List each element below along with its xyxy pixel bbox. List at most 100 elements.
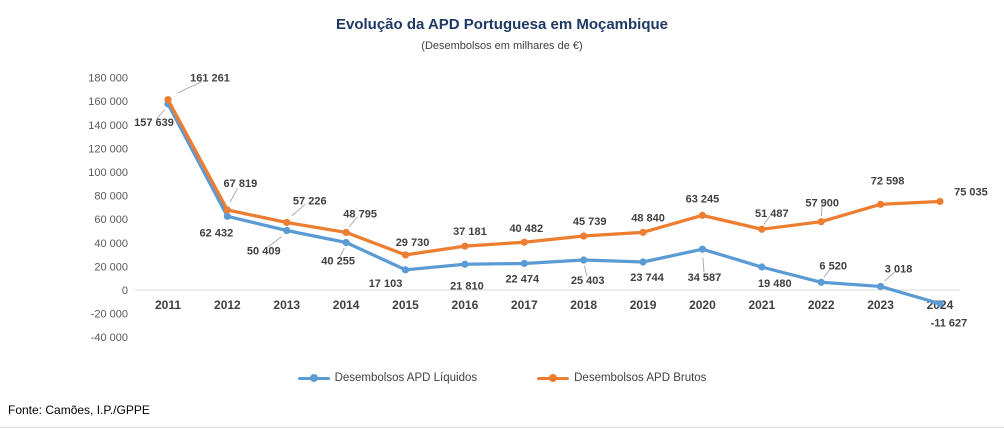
data-label: 63 245 (686, 193, 720, 205)
y-axis-tick-label: 140 000 (88, 120, 128, 132)
data-label: 75 035 (954, 186, 988, 198)
data-label: 40 255 (321, 255, 355, 267)
data-label-leader-line (177, 81, 202, 94)
data-point-marker (817, 278, 825, 286)
data-label: 25 403 (571, 275, 605, 287)
data-point-marker (936, 197, 944, 206)
data-point-marker (876, 200, 885, 208)
y-axis-tick-label: 20 000 (94, 261, 128, 273)
data-label: -11 627 (931, 318, 968, 330)
data-point-marker (936, 300, 944, 308)
x-axis-label: 2013 (273, 298, 300, 312)
data-label: 21 810 (450, 280, 484, 292)
data-label-leader-line (156, 109, 166, 120)
y-axis-tick-label: 40 000 (94, 238, 128, 250)
data-label: 34 587 (688, 272, 722, 284)
data-label: 57 900 (805, 198, 839, 210)
data-label: 40 482 (509, 223, 543, 235)
x-axis-label: 2023 (867, 298, 894, 312)
x-axis-label: 2020 (689, 298, 716, 312)
x-axis-label: 2016 (452, 298, 479, 312)
data-label-leader-line (820, 206, 823, 217)
data-label: 19 480 (758, 278, 792, 290)
data-point-marker (758, 225, 766, 233)
data-label: 62 432 (200, 227, 234, 239)
data-point-marker (758, 263, 766, 271)
series-line-0 (166, 102, 942, 306)
data-label: 48 795 (343, 208, 377, 220)
data-point-marker (817, 218, 825, 226)
legend-item-0: Desembolsos APD Líquidos (297, 372, 478, 384)
data-point-marker (342, 228, 350, 237)
data-label: 6 520 (819, 260, 847, 272)
legend-dot (309, 374, 318, 382)
x-axis-label: 2017 (511, 298, 538, 312)
data-label-leader-line (884, 271, 896, 282)
data-label: 48 840 (631, 212, 665, 224)
y-axis-tick-label: -20 000 (91, 309, 128, 321)
y-axis-tick-label: 160 000 (88, 96, 128, 108)
x-axis-label: 2018 (570, 298, 597, 312)
data-point-marker (342, 238, 350, 247)
data-label-leader-line (584, 265, 588, 277)
data-label-leader-line (348, 216, 358, 228)
y-axis-tick-label: 60 000 (94, 214, 128, 226)
x-axis-label: 2012 (214, 298, 241, 312)
data-label: 157 639 (134, 117, 174, 129)
data-label: 50 409 (247, 246, 281, 258)
y-axis-tick-label: 0 (122, 285, 128, 297)
data-label: 57 226 (293, 195, 327, 207)
y-axis-tick-label: 180 000 (88, 73, 128, 85)
data-point-marker (520, 259, 528, 268)
chart-legend: Desembolsos APD Líquidos Desembolsos APD … (0, 367, 1004, 389)
data-label: 161 261 (190, 73, 230, 85)
data-point-marker (461, 260, 469, 268)
x-axis-label: 2022 (808, 298, 835, 312)
data-point-marker (164, 96, 172, 104)
data-label-leader-line (268, 236, 282, 248)
data-label-leader-line (339, 247, 345, 258)
series-line-1 (166, 98, 942, 257)
data-point-marker (876, 282, 885, 291)
x-axis-label: 2021 (748, 298, 775, 312)
data-label: 37 181 (453, 226, 487, 238)
data-label: 45 739 (573, 216, 607, 228)
y-axis-tick-label: 120 000 (88, 143, 128, 155)
legend-dot (549, 374, 558, 382)
data-label-leader-line (823, 268, 832, 278)
data-label-leader-line (229, 187, 239, 203)
legend-label: Desembolsos APD Líquidos (334, 372, 478, 384)
legend-item-1: Desembolsos APD Brutos (537, 372, 706, 384)
data-point-marker (283, 226, 291, 235)
data-point-marker (580, 232, 588, 240)
data-point-marker (461, 242, 469, 250)
data-label: 51 487 (755, 208, 789, 220)
data-point-marker (580, 256, 588, 264)
data-label-leader-line (702, 257, 705, 273)
data-label: 22 474 (505, 273, 540, 285)
y-axis-tick-label: 100 000 (88, 167, 128, 179)
legend-line-marker-icon (297, 374, 330, 382)
source-note: Fonte: Camões, I.P./GPPE (8, 403, 150, 417)
data-point-marker (639, 228, 647, 236)
data-point-marker (698, 211, 707, 219)
legend-label: Desembolsos APD Brutos (574, 372, 707, 384)
chart-subtitle: (Desembolsos em milhares de €) (421, 40, 583, 52)
data-point-marker (698, 245, 707, 253)
legend-line-marker-icon (537, 374, 570, 382)
chart-canvas: 180 000 160 000 140 000 120 000 100 000 80 00… (88, 73, 988, 345)
data-label-leader-line (763, 215, 771, 225)
x-axis-label: 2019 (630, 298, 657, 312)
data-label: 72 598 (871, 175, 905, 187)
y-axis-tick-label: 80 000 (94, 191, 128, 203)
chart-title: Evolução da APD Portuguesa em Moçambique (335, 16, 668, 33)
data-point-marker (639, 258, 647, 266)
data-point-marker (401, 266, 410, 274)
x-axis-label: 2014 (333, 298, 360, 312)
data-label: 67 819 (224, 178, 258, 190)
data-point-marker (223, 206, 231, 214)
data-label: 23 744 (630, 272, 665, 284)
data-point-marker (401, 251, 410, 259)
data-label-leader-line (291, 204, 306, 217)
